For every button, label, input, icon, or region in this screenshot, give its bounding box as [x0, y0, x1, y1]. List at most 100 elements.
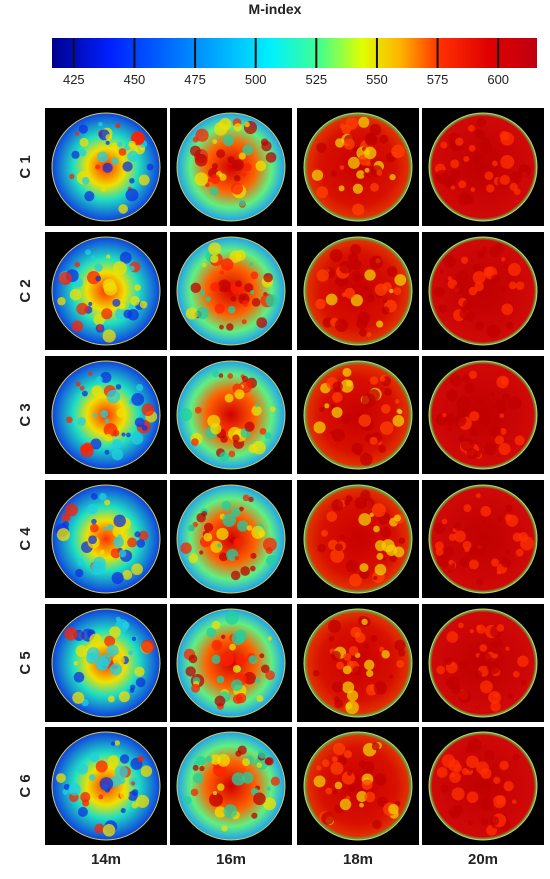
map-texture: [102, 162, 113, 173]
map-texture: [75, 568, 84, 578]
map-texture: [141, 403, 155, 417]
map-texture: [137, 755, 144, 763]
map-texture: [212, 791, 218, 796]
map-texture: [248, 655, 258, 665]
map-texture: [468, 559, 479, 570]
map-texture: [138, 530, 149, 541]
map-texture: [464, 546, 470, 553]
sample-rim: [428, 608, 538, 718]
map-texture: [476, 761, 489, 775]
map-texture: [185, 666, 196, 677]
map-texture: [456, 396, 471, 411]
map-texture: [462, 540, 472, 550]
map-texture: [238, 199, 246, 207]
panel-grid: C 1 C 2 C 3 C 4 C 5 C 6 14m 16m 18m 20m: [17, 108, 544, 868]
map-texture: [104, 433, 113, 442]
map-texture: [370, 182, 379, 192]
sample-rim: [51, 484, 161, 594]
map-texture: [226, 323, 234, 331]
map-texture: [479, 680, 493, 694]
map-texture: [235, 280, 242, 288]
map-texture: [194, 153, 208, 167]
map-texture: [110, 548, 121, 559]
map-texture: [520, 679, 527, 686]
map-texture: [129, 688, 135, 693]
map-texture: [99, 492, 107, 501]
colorbar-tick-label: 425: [63, 72, 85, 87]
map-texture: [243, 671, 256, 685]
map-texture: [344, 287, 356, 299]
map-texture: [335, 138, 345, 148]
map-texture: [89, 633, 102, 646]
map-texture: [131, 636, 137, 642]
map-texture: [75, 131, 80, 136]
map-texture: [373, 681, 388, 695]
map-texture: [520, 536, 535, 551]
map-texture: [436, 665, 446, 675]
row-label: C 3: [17, 403, 34, 426]
map-texture: [469, 411, 480, 422]
map-texture: [241, 771, 254, 784]
map-texture: [449, 374, 462, 386]
map-texture: [260, 664, 270, 674]
map-texture: [473, 263, 481, 272]
map-texture: [490, 392, 495, 397]
map-texture: [242, 300, 249, 307]
map-texture: [211, 163, 218, 170]
map-texture: [118, 691, 130, 703]
map-texture: [101, 308, 113, 320]
map-texture: [474, 281, 484, 292]
map-texture: [87, 503, 98, 515]
map-texture: [123, 309, 133, 319]
map-texture: [104, 499, 111, 506]
map-texture: [234, 389, 245, 400]
map-texture: [473, 543, 485, 555]
map-texture: [244, 121, 250, 128]
map-texture: [253, 792, 266, 806]
map-texture: [136, 539, 146, 548]
map-texture: [216, 149, 226, 159]
map-texture: [214, 695, 226, 707]
sample-rim: [51, 112, 161, 222]
sample-map: [177, 732, 285, 840]
map-texture: [107, 755, 119, 767]
map-texture: [515, 548, 524, 557]
map-texture: [490, 427, 502, 438]
map-texture: [68, 783, 81, 796]
map-texture: [63, 783, 70, 791]
map-texture: [352, 203, 365, 216]
map-texture: [487, 661, 501, 675]
map-texture: [493, 776, 501, 784]
map-texture: [77, 763, 89, 775]
map-texture: [447, 679, 454, 687]
map-texture: [103, 423, 118, 437]
map-texture: [501, 257, 506, 262]
map-texture: [477, 399, 484, 406]
map-texture: [345, 117, 359, 130]
sample-map: [177, 113, 285, 221]
sample-map: [304, 237, 412, 345]
map-texture: [475, 321, 484, 331]
map-texture: [324, 403, 330, 409]
map-texture: [251, 297, 261, 307]
map-texture: [373, 525, 380, 533]
map-texture: [366, 669, 374, 678]
map-texture: [381, 306, 390, 315]
map-texture: [113, 514, 126, 528]
map-texture: [136, 794, 150, 808]
map-texture: [489, 246, 501, 258]
map-texture: [119, 754, 130, 764]
sample-rim: [176, 608, 286, 718]
map-texture: [85, 652, 98, 665]
map-texture: [358, 414, 372, 427]
map-texture: [220, 634, 226, 640]
map-texture: [96, 375, 103, 383]
map-texture: [98, 121, 103, 127]
map-texture: [230, 182, 243, 195]
map-texture: [388, 803, 399, 815]
map-texture: [452, 805, 463, 816]
map-texture: [503, 781, 514, 792]
map-texture: [266, 786, 271, 791]
map-texture: [394, 399, 400, 404]
